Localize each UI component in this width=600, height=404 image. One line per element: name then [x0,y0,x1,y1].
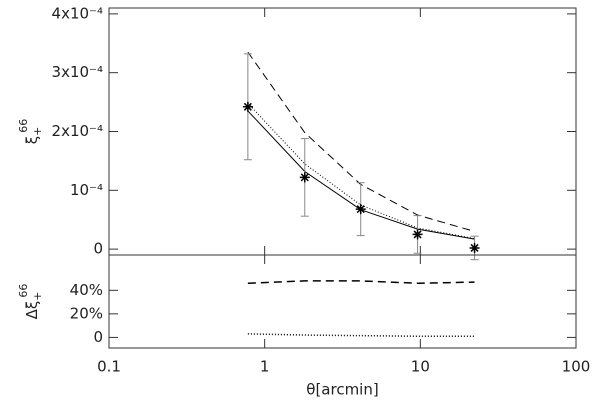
data-point [299,172,310,183]
plot-frame [108,7,577,256]
x-tick-label: 0.1 [97,358,121,376]
model-line [247,280,475,285]
y-axis-label: ξ+66 [17,119,44,145]
y-tick-label: 20% [70,304,103,322]
y-tick-label: 3x10⁻⁴ [52,63,103,81]
y-label-sup: 66 [17,284,30,298]
data-point [469,242,480,253]
y-tick-label: 10⁻⁴ [70,181,103,199]
x-tick-label: 100 [562,358,591,376]
data-point [355,204,366,215]
y-label-symbol: Δξ [23,301,41,320]
x-axis-label: θ[arcmin] [306,381,378,399]
y-tick-label: 0 [93,240,103,258]
y-tick-label: 4x10⁻⁴ [52,4,103,22]
y-label-sup: 66 [17,119,30,133]
y-label-sub: + [31,127,44,136]
y-tick-label: 40% [70,281,103,299]
model-line [247,333,475,337]
x-tick-label: 10 [411,358,430,376]
y-label-symbol: ξ [23,136,41,144]
y-axis-label: Δξ+66 [17,284,44,320]
y-tick-label: 0 [93,328,103,346]
data-point [242,101,253,112]
y-tick-label: 2x10⁻⁴ [52,122,103,140]
y-label-sub: + [31,292,44,301]
data-point [412,229,423,240]
plot-frame [108,254,577,349]
x-tick-label: 1 [260,358,270,376]
